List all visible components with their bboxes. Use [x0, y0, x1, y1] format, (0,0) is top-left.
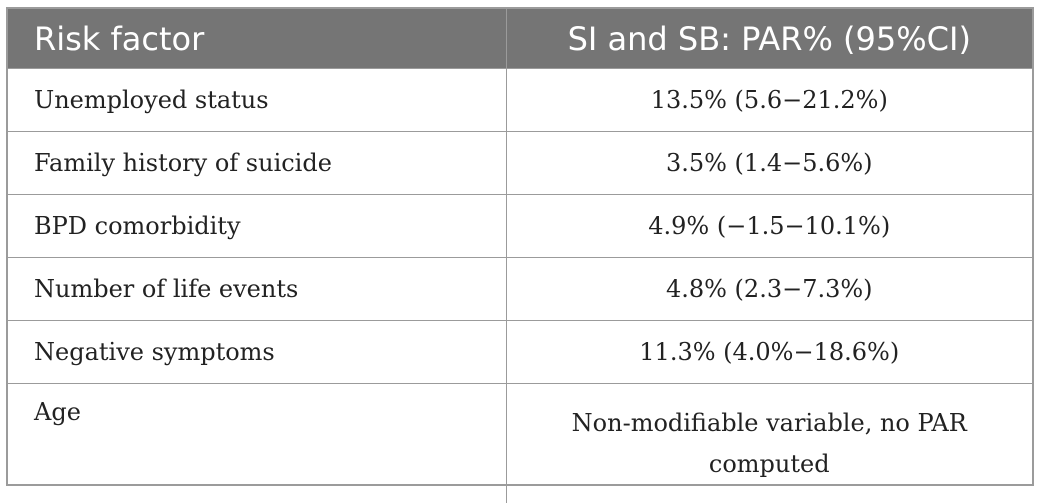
- risk-factor-cell: Number of life events: [8, 258, 506, 321]
- table-row: Family history of suicide 3.5% (1.4−5.6%…: [8, 132, 1032, 195]
- par-cell: 11.3% (4.0%−18.6%): [506, 321, 1032, 384]
- table-row: Age Non-modifiable variable, no PAR comp…: [8, 384, 1032, 503]
- risk-factor-cell: Age: [8, 384, 506, 503]
- par-cell: Non-modifiable variable, no PAR computed: [506, 384, 1032, 503]
- risk-factor-cell: Unemployed status: [8, 69, 506, 132]
- table-header: Risk factor SI and SB: PAR% (95%CI): [8, 9, 1032, 69]
- table-row: Number of life events 4.8% (2.3−7.3%): [8, 258, 1032, 321]
- table-row: Negative symptoms 11.3% (4.0%−18.6%): [8, 321, 1032, 384]
- table-row: Unemployed status 13.5% (5.6−21.2%): [8, 69, 1032, 132]
- par-cell: 3.5% (1.4−5.6%): [506, 132, 1032, 195]
- header-par: SI and SB: PAR% (95%CI): [506, 9, 1032, 69]
- par-table: Risk factor SI and SB: PAR% (95%CI) Unem…: [8, 9, 1032, 503]
- risk-factor-cell: Family history of suicide: [8, 132, 506, 195]
- table-row: BPD comorbidity 4.9% (−1.5−10.1%): [8, 195, 1032, 258]
- risk-factor-cell: BPD comorbidity: [8, 195, 506, 258]
- par-cell: 13.5% (5.6−21.2%): [506, 69, 1032, 132]
- header-risk-factor: Risk factor: [8, 9, 506, 69]
- header-row: Risk factor SI and SB: PAR% (95%CI): [8, 9, 1032, 69]
- par-cell: 4.8% (2.3−7.3%): [506, 258, 1032, 321]
- table-body: Unemployed status 13.5% (5.6−21.2%) Fami…: [8, 69, 1032, 503]
- par-cell: 4.9% (−1.5−10.1%): [506, 195, 1032, 258]
- par-table-container: Risk factor SI and SB: PAR% (95%CI) Unem…: [6, 7, 1034, 486]
- risk-factor-cell: Negative symptoms: [8, 321, 506, 384]
